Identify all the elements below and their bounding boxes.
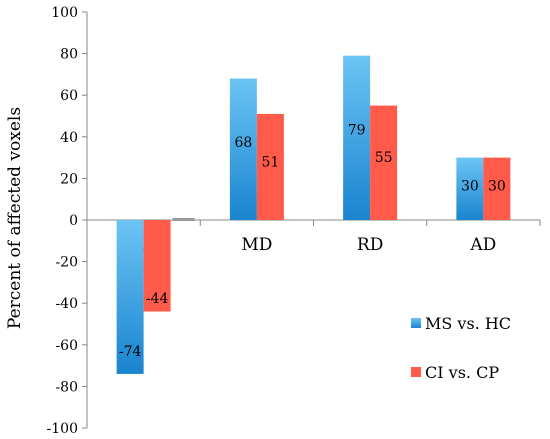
bar-md-series2 <box>256 113 284 220</box>
data-label-md-series1: 68 <box>234 135 252 151</box>
y-tick-label: -100 <box>47 421 78 437</box>
category-label-ad: AD <box>469 235 496 255</box>
y-tick-label: 100 <box>51 5 78 21</box>
y-tick-label: 0 <box>69 213 78 229</box>
y-tick-label: -40 <box>55 296 78 312</box>
bar-fa-marker <box>172 218 195 221</box>
bar-rd-series2 <box>370 105 398 220</box>
y-tick-label: -60 <box>55 338 78 354</box>
data-label-rd-series2: 55 <box>375 150 393 166</box>
category-label-rd: RD <box>357 235 383 255</box>
bar-ad-series1 <box>456 157 484 220</box>
data-label-ad-series2: 30 <box>488 179 506 195</box>
legend-label-2: CI vs. CP <box>425 363 499 382</box>
data-labels: -74 68 79 30 -44 51 55 30 <box>119 123 506 360</box>
y-tick-label: 20 <box>60 171 78 187</box>
legend: MS vs. HC CI vs. CP <box>411 314 511 382</box>
y-axis-title: Percent of affected voxels <box>5 107 25 329</box>
bar-fa-series2 <box>143 220 171 312</box>
legend-label-1: MS vs. HC <box>425 314 511 333</box>
y-tick-label: 60 <box>60 88 78 104</box>
bars <box>116 55 511 374</box>
bar-ad-series2 <box>483 157 511 220</box>
legend-swatch-2 <box>411 367 421 377</box>
data-label-fa-series1: -74 <box>119 344 142 360</box>
y-tick-label: 40 <box>60 130 78 146</box>
y-tick-label: -80 <box>55 379 78 395</box>
bar-rd-series1 <box>343 55 371 221</box>
data-label-fa-series2: -44 <box>146 291 169 307</box>
y-tick-label: -20 <box>55 255 78 271</box>
legend-swatch-1 <box>411 318 421 328</box>
data-label-ad-series1: 30 <box>461 179 479 195</box>
axes: -100-80-60-40-20020406080100FAMDRDAD <box>47 5 541 437</box>
y-tick-label: 80 <box>60 47 78 63</box>
data-label-md-series2: 51 <box>261 155 279 171</box>
bar-md-series1 <box>229 78 257 220</box>
data-label-rd-series1: 79 <box>348 123 366 139</box>
category-label-md: MD <box>241 235 272 255</box>
bar-fa-series1 <box>116 220 144 374</box>
